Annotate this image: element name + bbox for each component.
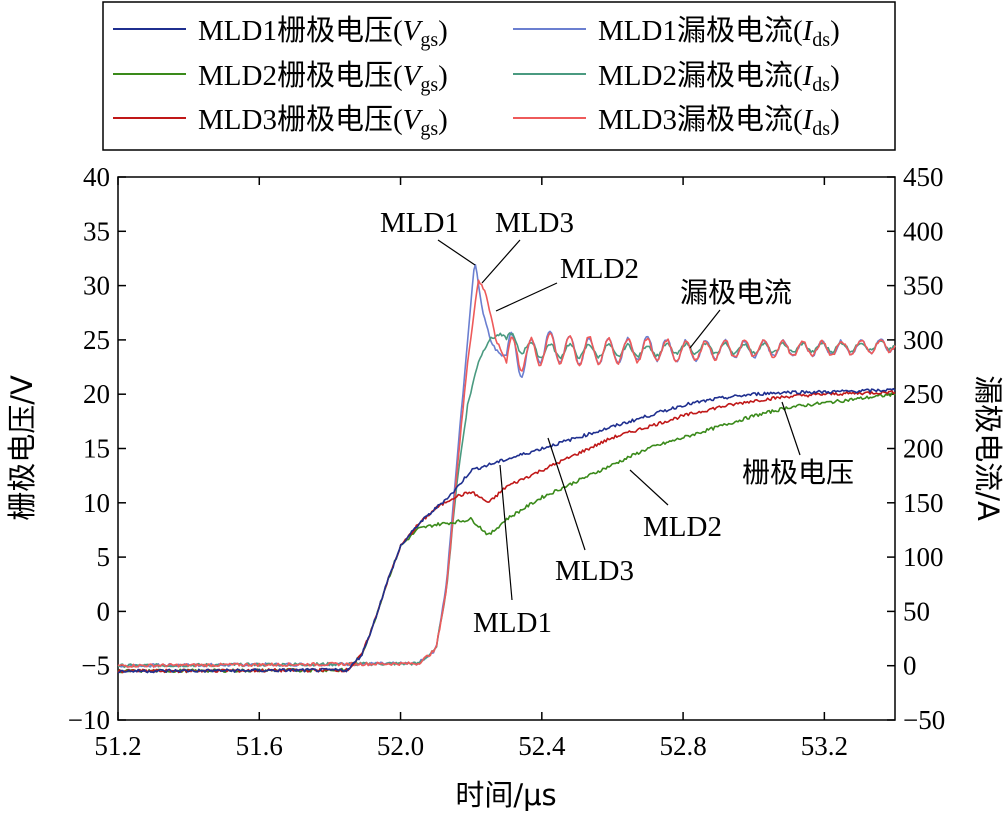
legend-label-mld2-ids: MLD2漏极电流(Ids) — [598, 59, 840, 96]
y-left-tick-label: 10 — [83, 488, 110, 518]
y-axis-label-left: 栅极电压/V — [5, 375, 39, 521]
y-left-tick-label: 15 — [83, 434, 110, 464]
series-layer — [117, 263, 896, 674]
legend-entry-mld2-vgs: MLD2栅极电压(Vgs) — [113, 59, 448, 96]
series-line-MLD3漏极电流 — [117, 279, 896, 668]
annotation-gate-mld3: MLD3 — [555, 555, 634, 587]
y-left-tick-label: 35 — [83, 216, 110, 246]
annotations: MLD1 MLD3 MLD2 漏极电流 栅极电压 MLD2 MLD3 MLD1 — [380, 207, 854, 639]
legend-entry-mld3-ids: MLD3漏极电流(Ids) — [513, 103, 840, 140]
y-left-tick-label: 40 — [83, 162, 110, 192]
y-left-tick-label: −10 — [68, 705, 110, 735]
legend-entry-mld2-ids: MLD2漏极电流(Ids) — [513, 59, 840, 96]
annotation-leader-current-mld2 — [495, 282, 558, 312]
annotation-leader-current-label — [689, 309, 721, 349]
y-right-tick-label: 50 — [903, 596, 930, 626]
legend: MLD1栅极电压(Vgs) MLD1漏极电流(Ids) MLD2栅极电压(Vgs… — [102, 1, 896, 151]
legend-label-mld1-ids: MLD1漏极电流(Ids) — [598, 14, 840, 51]
legend-entry-mld1-vgs: MLD1栅极电压(Vgs) — [113, 14, 448, 51]
x-axis-label: 时间/μs — [455, 778, 556, 812]
x-tick-label: 51.2 — [94, 731, 141, 761]
legend-entry-mld3-vgs: MLD3栅极电压(Vgs) — [113, 103, 448, 140]
y-right-tick-label: 400 — [903, 216, 944, 246]
x-tick-label: 52.4 — [518, 731, 566, 761]
annotation-gate-label: 栅极电压 — [742, 456, 854, 489]
annotation-leader-gate-label — [781, 401, 801, 456]
y-right-tick-label: 200 — [903, 434, 944, 464]
annotation-current-mld1: MLD1 — [380, 207, 459, 239]
x-tick-label: 52.8 — [659, 731, 706, 761]
x-tick-label: 53.2 — [801, 731, 848, 761]
legend-label-mld3-ids: MLD3漏极电流(Ids) — [598, 103, 840, 140]
annotation-gate-mld2: MLD2 — [643, 511, 722, 543]
y-right-tick-label: 350 — [903, 271, 944, 301]
axis-ticks: 51.2 51.6 52.0 52.4 52.8 53.2−10−505101520253… — [68, 162, 945, 761]
annotation-current-mld3: MLD3 — [495, 207, 574, 239]
y-right-tick-label: 300 — [903, 325, 944, 355]
y-left-tick-label: 30 — [83, 271, 110, 301]
annotation-current-label: 漏极电流 — [680, 276, 792, 309]
legend-entry-mld1-ids: MLD1漏极电流(Ids) — [513, 14, 840, 51]
annotation-leader-current-mld3 — [481, 239, 521, 284]
y-right-tick-label: 150 — [903, 488, 944, 518]
y-right-tick-label: 250 — [903, 379, 944, 409]
annotation-current-mld2: MLD2 — [560, 253, 639, 285]
y-left-tick-label: 25 — [83, 325, 110, 355]
y-left-tick-label: −5 — [81, 651, 110, 681]
x-tick-label: 51.6 — [236, 731, 283, 761]
y-right-tick-label: 450 — [903, 162, 944, 192]
y-right-tick-label: 0 — [903, 651, 917, 681]
y-left-tick-label: 5 — [97, 542, 111, 572]
x-tick-label: 52.0 — [377, 731, 424, 761]
legend-label-mld2-vgs: MLD2栅极电压(Vgs) — [198, 59, 448, 96]
annotation-leader-current-mld1 — [437, 239, 476, 266]
y-left-tick-label: 0 — [97, 596, 111, 626]
legend-label-mld1-vgs: MLD1栅极电压(Vgs) — [198, 14, 448, 51]
annotation-leader-gate-mld3 — [547, 437, 586, 551]
annotation-leader-gate-mld2 — [629, 469, 669, 506]
series-line-MLD1栅极电压 — [117, 387, 896, 674]
y-left-tick-label: 20 — [83, 379, 110, 409]
annotation-leader-gate-mld1 — [499, 464, 513, 601]
legend-label-mld3-vgs: MLD3栅极电压(Vgs) — [198, 103, 448, 140]
y-right-tick-label: −50 — [903, 705, 945, 735]
annotation-gate-mld1: MLD1 — [473, 607, 552, 639]
legend-box — [102, 1, 896, 151]
y-axis-label-right: 漏极电流/A — [971, 375, 1005, 521]
y-right-tick-label: 100 — [903, 542, 944, 572]
